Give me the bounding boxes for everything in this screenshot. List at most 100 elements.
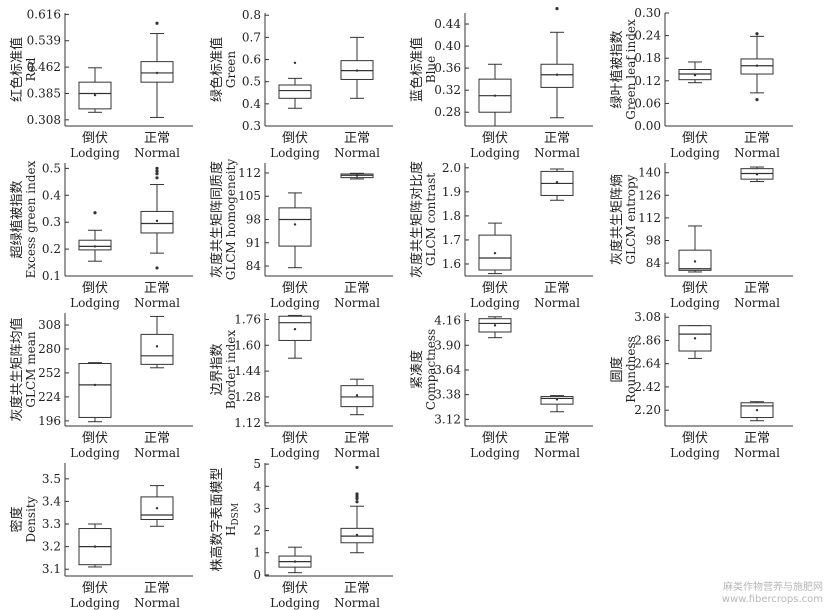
mean-marker [693,260,697,263]
x-category-label-en: Normal [734,146,780,160]
y-axis-title-cn: 超绿植被指数 [10,180,25,258]
chart-panel: 1.6 1.7 1.8 1.9 2.0 灰度共生矩阵对比度 GLCM contrast 倒伏L… [409,161,593,310]
y-tick-label: 1.76 [234,312,261,326]
x-category-label-en: Lodging [470,446,520,460]
box-lodging [678,61,712,84]
iqr-box [678,249,712,271]
x-category-label-cn: 倒伏 [282,131,308,146]
y-axis-title-en: Blue [424,56,438,84]
y-tick-label: 3.38 [434,388,461,402]
x-category-label-en: Lodging [70,596,120,610]
y-tick-label: 98 [246,213,261,227]
y-axis-title-cn: 绿色标准值 [209,37,225,102]
outlier-point [155,166,159,170]
mean-marker [355,533,359,537]
y-tick-label: 0.32 [434,83,461,97]
outlier-point [155,266,159,270]
y-tick-label: 91 [246,236,261,250]
y-tick-label: 3.64 [434,363,461,377]
chart-panel: 84 91 98 105 112 灰度共生矩阵同质度 GLCM homogeneity 倒伏L… [209,159,393,310]
y-tick-label: 2.86 [634,333,661,347]
y-tick-label: 0.385 [27,86,61,100]
box-lodging [478,63,512,127]
y-tick-label: 1.28 [234,390,261,404]
y-axis-title-en: Red [24,57,38,81]
box-lodging [278,61,312,109]
outlier-point [155,21,159,25]
y-tick-label: 2.0 [442,161,461,175]
y-tick-label: 0.1 [42,269,61,283]
x-category-label-en: Lodging [70,446,120,460]
mean-marker [493,251,497,255]
mean-marker [93,93,97,97]
y-tick-label: 0.6 [242,53,261,67]
mean-marker [155,345,159,348]
x-category-label-cn: 正常 [544,431,570,446]
y-tick-label: 0 [253,568,261,582]
mean-marker [755,408,759,412]
x-category-label-cn: 倒伏 [482,131,508,146]
y-tick-label: 2.64 [634,357,661,371]
mean-marker [555,73,559,76]
y-tick-label: 1 [253,546,261,560]
x-category-label-cn: 倒伏 [282,281,308,296]
y-axis-title-en: GLCM entropy [624,174,638,264]
y-tick-label: 196 [38,414,61,428]
mean-marker [493,324,497,327]
mean-marker [355,174,359,177]
y-tick-label: 3.2 [42,540,61,554]
mean-marker [155,71,159,75]
x-category-label-cn: 倒伏 [82,281,108,296]
box-normal [140,485,174,527]
x-category-label-en: Normal [334,446,380,460]
y-tick-label: 0.4 [42,188,61,202]
y-axis-title-cn: 灰度共生矩阵同质度 [209,161,225,278]
y-tick-label: 3.12 [434,412,461,426]
y-tick-label: 0.3 [242,119,261,133]
y-tick-label: 0.40 [434,39,461,53]
y-tick-label: 252 [38,366,61,380]
x-category-label-en: Lodging [470,146,520,160]
outlier-point [93,211,97,215]
x-category-label-cn: 倒伏 [482,281,508,296]
iqr-box [478,234,512,271]
x-category-label-en: Lodging [670,446,720,460]
mean-marker [555,181,559,184]
box-normal [540,395,574,413]
x-category-label-en: Lodging [70,296,120,310]
box-normal [740,401,774,422]
x-category-label-en: Normal [734,296,780,310]
y-tick-label: 1.6 [442,257,461,271]
mean-marker [93,383,97,387]
chart-panel: 0.00 0.06 0.12 0.18 0.24 0.30 绿叶植被指数 Green leaf… [610,6,793,160]
y-tick-label: 0.462 [27,60,61,74]
y-axis-title-cn: 边界指数 [210,343,225,395]
y-tick-label: 1.12 [234,416,261,430]
y-tick-label: 112 [238,166,261,180]
box-lodging [278,314,312,359]
box-lodging [678,225,712,273]
watermark-line2: www.fibercrops.com [721,594,823,605]
y-tick-label: 0.00 [634,119,661,133]
y-tick-label: 224 [38,390,61,404]
box-normal [140,166,174,270]
y-axis-title-en: HDSM [224,503,241,536]
watermark-line1: 麻类作物营养与施肥网 [723,582,823,593]
y-axis-title-en: Compactness [424,329,438,410]
x-category-label-cn: 倒伏 [682,131,708,146]
x-category-label-en: Lodging [270,596,320,610]
y-tick-label: 0.5 [42,161,61,175]
y-tick-label: 3.4 [42,494,61,508]
mean-marker [555,398,559,401]
y-axis-title-en: GLCM homogeneity [224,159,238,281]
x-category-label-cn: 正常 [344,131,370,146]
x-category-label-en: Normal [334,146,380,160]
x-category-label-en: Lodging [470,296,520,310]
y-tick-label: 0.36 [434,61,461,75]
iqr-box [140,210,174,234]
y-tick-label: 0.539 [27,34,61,48]
x-category-label-cn: 倒伏 [282,581,308,596]
y-tick-label: 0.8 [242,8,261,22]
